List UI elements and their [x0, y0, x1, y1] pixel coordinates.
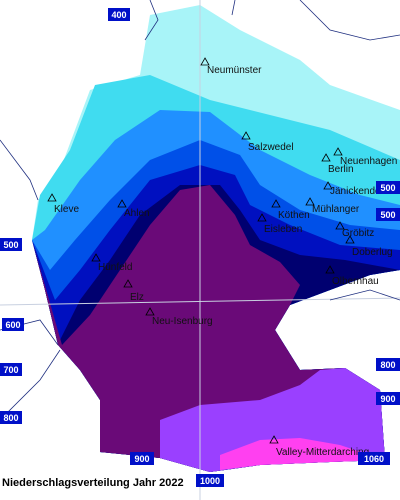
contour-label-box: [0, 363, 22, 376]
contour-label: 1060: [364, 454, 384, 464]
station-marker: [305, 197, 315, 206]
station-marker: [335, 221, 345, 230]
station-label: Berlin: [328, 164, 354, 175]
contour-label: 800: [380, 360, 395, 370]
contour-label: 500: [3, 240, 18, 250]
station-label: Hünfeld: [98, 262, 132, 273]
contour-label-box: [2, 318, 24, 331]
station-label: Neumünster: [207, 65, 262, 76]
station-marker: [325, 265, 335, 274]
station-marker: [241, 131, 251, 140]
station-label: Doberlug: [352, 247, 393, 258]
precipitation-zone: [220, 438, 385, 470]
station-marker: [91, 253, 101, 262]
station-label: Köthen: [278, 210, 310, 221]
station-label: Eisleben: [264, 224, 302, 235]
station-label: Neuenhagen: [340, 156, 397, 167]
station-marker: [323, 181, 333, 190]
station-marker: [47, 193, 57, 202]
contour-label-box: [376, 358, 400, 371]
station-marker: [271, 199, 281, 208]
contour-label-box: [376, 181, 400, 194]
station-label: Valley-Mitterdarching: [276, 447, 369, 458]
station-label: Neu-Isenburg: [152, 316, 213, 327]
station-label: Ahlen: [124, 208, 150, 219]
contour-label-box: [108, 8, 130, 21]
contour-label-box: [358, 452, 390, 465]
contour-label-box: [130, 452, 154, 465]
contour-label-box: [376, 208, 400, 221]
station-label: Gröbitz: [342, 228, 374, 239]
contour-label-box: [0, 238, 22, 251]
station-label: Mühlanger: [312, 204, 360, 215]
station-marker: [200, 57, 210, 66]
station-marker: [117, 199, 127, 208]
contour-label: 400: [111, 10, 126, 20]
station-marker: [145, 307, 155, 316]
station-marker: [333, 147, 343, 156]
station-label: Kleve: [54, 204, 79, 215]
contour-label-box: [376, 392, 400, 405]
contour-label-box: [0, 411, 22, 424]
borders: [0, 0, 400, 421]
contour-label: 700: [3, 365, 18, 375]
station-label: Olbernhau: [332, 276, 379, 287]
contour-labels: 400 500 600 700 800 900 1000 500 500 800 900 1060: [0, 8, 400, 487]
contour-label: 800: [3, 413, 18, 423]
station-label: Jänickendorf: [330, 186, 387, 197]
precipitation-zones: [32, 5, 400, 472]
map-title: Niederschlagsverteilung Jahr 2022: [2, 477, 184, 489]
contour-label: 900: [380, 394, 395, 404]
contour-label: 500: [380, 183, 395, 193]
contour-label: 600: [5, 320, 20, 330]
station-marker: [257, 213, 267, 222]
contour-label: 500: [380, 210, 395, 220]
station-marker: [321, 153, 331, 162]
station-marker: [345, 235, 355, 244]
station-marker: [269, 435, 279, 444]
contour-label: 900: [134, 454, 149, 464]
station-label: Salzwedel: [248, 142, 294, 153]
contour-label-box: [196, 474, 224, 487]
station-label: Elz: [130, 292, 144, 303]
contour-label: 1000: [200, 476, 220, 486]
station-marker: [123, 279, 133, 288]
